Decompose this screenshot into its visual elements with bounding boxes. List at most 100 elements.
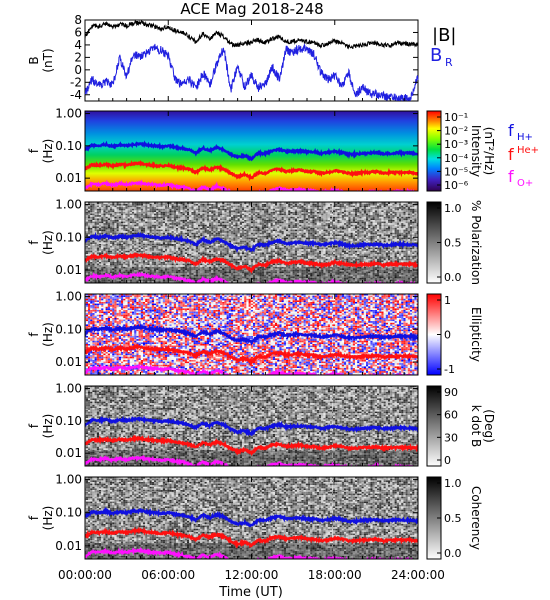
- time-axis: 00:00:00 06:00:00 12:00:00 18:00:00 24:00:00: [58, 20, 445, 582]
- kdotb-y-tick-label: 0.10: [55, 414, 82, 428]
- kdotb-colorbar-tick-label: 0: [444, 454, 451, 467]
- figure-title: ACE Mag 2018-248: [180, 0, 323, 18]
- kdotb-y-unit: (Hz): [41, 414, 55, 439]
- coherency-y-unit: (Hz): [41, 506, 55, 531]
- coherency-colorbar-tick-label: 0.0: [444, 547, 462, 560]
- x-tick-label: 18:00:00: [308, 568, 362, 582]
- coherency-colorbar-tick-label: 0.5: [444, 512, 462, 525]
- kdotb-y-tick-label: 1.00: [55, 382, 82, 396]
- intensity-y-tick-label: 1.00: [55, 107, 82, 121]
- f_o-gyrofrequency-line: [85, 363, 418, 375]
- spectrogram-intensity: [85, 111, 418, 191]
- f_h-gyrofrequency-line: [85, 140, 418, 162]
- legend-f-he: f: [508, 145, 514, 164]
- coherency-y-tick-label: 0.01: [55, 539, 82, 553]
- legend-sub-f-he: He+: [517, 145, 539, 156]
- ellipticity-y-tick-label: 0.10: [55, 322, 82, 336]
- f_he-gyrofrequency-line: [85, 434, 418, 457]
- f_o-gyrofrequency-line: [85, 546, 417, 559]
- polarization-y-tick-label: 1.00: [55, 198, 82, 212]
- b-y-tick-label: -4: [70, 88, 82, 102]
- ellipticity-y-tick-label: 0.01: [55, 355, 82, 369]
- b-y-tick-label: 4: [74, 38, 82, 52]
- ellipticity-y-tick-label: 1.00: [55, 290, 82, 304]
- intensity-panel: 1.000.100.01f (Hz)10⁻¹10⁻²10⁻³10⁻⁴10⁻⁵10⁻…: [27, 107, 539, 192]
- spectrogram-coherency: [85, 477, 418, 559]
- intensity-colorbar-label: Intensity: [469, 125, 483, 177]
- intensity-y-tick-label: 0.10: [55, 139, 82, 153]
- f_he-gyrofrequency-line: [85, 160, 418, 182]
- spectrogram-polarization: [85, 202, 418, 283]
- ellipticity-y-unit: (Hz): [41, 322, 55, 347]
- kdotb-colorbar-label: k dot B: [469, 405, 483, 447]
- x-tick-label: 00:00:00: [58, 568, 112, 582]
- ellipticity-colorbar-tick-label: 0: [444, 329, 451, 342]
- coherency-y-tick-label: 0.10: [55, 506, 82, 520]
- polarization-colorbar-tick-label: 1.0: [444, 202, 462, 215]
- polarization-panel: 1.00 0.10 0.01 f (Hz) 1.0 0.5 0.0 % Polarization: [27, 198, 483, 285]
- b-y-tick-label: -2: [70, 75, 82, 89]
- x-tick-label: 24:00:00: [391, 568, 445, 582]
- polarization-colorbar-label: % Polarization: [469, 200, 483, 285]
- intensity-y-label: f: [27, 148, 41, 153]
- ellipticity-colorbar-tick-label: 1: [444, 294, 451, 307]
- legend-sub-f-o: O+: [517, 178, 533, 189]
- f_h-gyrofrequency-line: [85, 322, 418, 347]
- f_h-gyrofrequency-line: [85, 231, 418, 254]
- intensity-colorbar-tick-label: 10⁻⁶: [444, 179, 469, 192]
- b-y-tick-label: 2: [74, 50, 82, 64]
- legend-f-o: f: [508, 167, 514, 186]
- legend-sub-f-h: H+: [517, 132, 533, 143]
- x-axis-label: Time (UT): [218, 585, 283, 600]
- btot-series-line: [84, 19, 419, 50]
- intensity-y-unit: (Hz): [41, 139, 55, 164]
- legend-br-sub: R: [445, 56, 453, 69]
- f_h-gyrofrequency-line: [85, 415, 418, 437]
- coherency-colorbar-label: Coherency: [469, 486, 483, 550]
- b-y-tick-label: 0: [74, 63, 82, 77]
- f_h-gyrofrequency-line: [85, 506, 418, 528]
- legend-btot: |B|: [432, 25, 456, 46]
- intensity-y-tick-label: 0.01: [55, 171, 82, 185]
- f_o-gyrofrequency-line: [85, 179, 415, 191]
- intensity-colorbar-tick-label: 10⁻²: [444, 125, 468, 138]
- ellipticity-colorbar-label: Ellipticity: [469, 307, 483, 362]
- f_he-gyrofrequency-line: [85, 343, 418, 367]
- ellipticity-panel: 1.00 0.10 0.01 f (Hz) 1 0 -1 Ellipticity: [27, 290, 483, 376]
- polarization-y-tick-label: 0.10: [55, 230, 82, 244]
- polarization-y-label: f: [27, 240, 41, 245]
- br-series-line: [84, 43, 419, 102]
- kdotb-y-label: f: [27, 423, 41, 428]
- intensity-colorbar-tick-label: 10⁻³: [444, 138, 468, 151]
- kdotb-colorbar-unit: (Deg): [482, 409, 496, 443]
- b-y-tick-label: 6: [74, 25, 82, 39]
- legend-f-h: f: [508, 121, 514, 140]
- polarization-colorbar-tick-label: 0.0: [444, 271, 462, 284]
- ellipticity-y-label: f: [27, 332, 41, 337]
- legend-br: B: [430, 45, 442, 66]
- kdotb-colorbar: [426, 385, 442, 467]
- f_o-gyrofrequency-line: [85, 271, 416, 283]
- kdotb-colorbar-tick-label: 30: [444, 431, 458, 444]
- intensity-colorbar-tick-label: 10⁻⁵: [444, 165, 468, 178]
- coherency-y-label: f: [27, 515, 41, 520]
- coherency-colorbar-tick-label: 1.0: [444, 477, 462, 490]
- x-tick-label: 12:00:00: [225, 568, 279, 582]
- kdotb-colorbar-tick-label: 90: [444, 386, 458, 399]
- spectrogram-kdotb: [85, 386, 418, 466]
- kdotb-colorbar-tick-label: 60: [444, 409, 458, 422]
- intensity-colorbar-tick-label: 10⁻⁴: [444, 152, 469, 165]
- coherency-panel: 1.00 0.10 0.01 f (Hz) 1.0 0.5 0.0 Coherency: [27, 473, 483, 560]
- coherency-y-tick-label: 1.00: [55, 473, 82, 487]
- x-tick-label: 06:00:00: [141, 568, 195, 582]
- b-y-label: B: [27, 56, 41, 64]
- f_he-gyrofrequency-line: [85, 252, 418, 274]
- intensity-colorbar-unit: (nT²/Hz): [482, 127, 496, 175]
- b-y-unit: (nT): [41, 48, 55, 72]
- polarization-y-unit: (Hz): [41, 230, 55, 255]
- f_o-gyrofrequency-line: [85, 454, 416, 466]
- f_he-gyrofrequency-line: [85, 526, 418, 549]
- kdotb-panel: 1.00 0.10 0.01 f (Hz) 90 60 30 0 k dot B (Deg): [27, 382, 496, 467]
- kdotb-y-tick-label: 0.01: [55, 446, 82, 460]
